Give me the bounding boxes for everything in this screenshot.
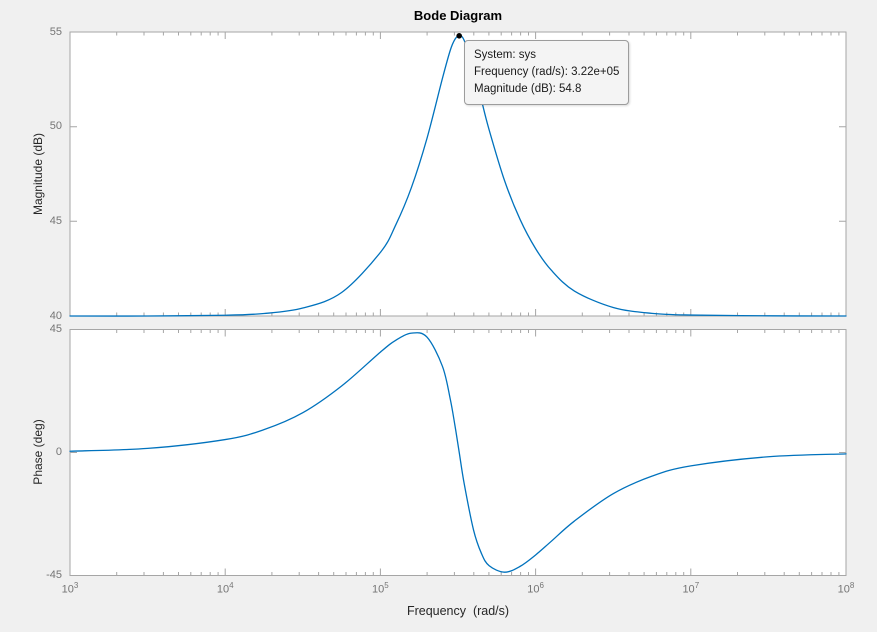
magnitude-frame bbox=[69, 31, 847, 317]
y-tick-label: -45 bbox=[46, 569, 62, 581]
datatip-line-system: System: sys bbox=[474, 49, 536, 61]
y-tick-label: 55 bbox=[49, 25, 62, 38]
datatip-tooltip[interactable]: System: sys Frequency (rad/s): 3.22e+05 … bbox=[464, 40, 630, 105]
magnitude-plot-area[interactable] bbox=[70, 32, 846, 316]
x-tick-label: 107 bbox=[682, 580, 700, 596]
phase-curve[interactable] bbox=[69, 332, 847, 573]
y-tick-label: 0 bbox=[55, 446, 62, 458]
plot-title: Bode Diagram bbox=[413, 8, 503, 23]
x-axis-label: Frequency (rad/s) bbox=[406, 604, 510, 618]
x-tick-label: 103 bbox=[61, 580, 79, 596]
phase-frame bbox=[69, 329, 847, 576]
y-tick-label: 45 bbox=[49, 323, 62, 335]
phase-axes bbox=[69, 329, 847, 576]
x-tick-label: 106 bbox=[527, 580, 544, 596]
x-tick-label: 108 bbox=[837, 580, 855, 596]
datatip-marker[interactable] bbox=[456, 33, 463, 39]
x-tick-label: 104 bbox=[216, 580, 234, 596]
datatip-line-frequency: Frequency (rad/s): 3.22e+05 bbox=[474, 66, 620, 78]
x-tick-label: 105 bbox=[372, 580, 389, 596]
magnitude-axes bbox=[69, 31, 847, 317]
y-tick-label: 45 bbox=[49, 214, 62, 227]
magnitude-axis-label: Magnitude (dB) bbox=[31, 132, 45, 216]
datatip-line-magnitude: Magnitude (dB): 54.8 bbox=[474, 83, 582, 95]
phase-plot-area[interactable] bbox=[70, 329, 846, 576]
y-tick-label: 50 bbox=[49, 120, 62, 133]
y-tick-label: 40 bbox=[49, 309, 62, 322]
